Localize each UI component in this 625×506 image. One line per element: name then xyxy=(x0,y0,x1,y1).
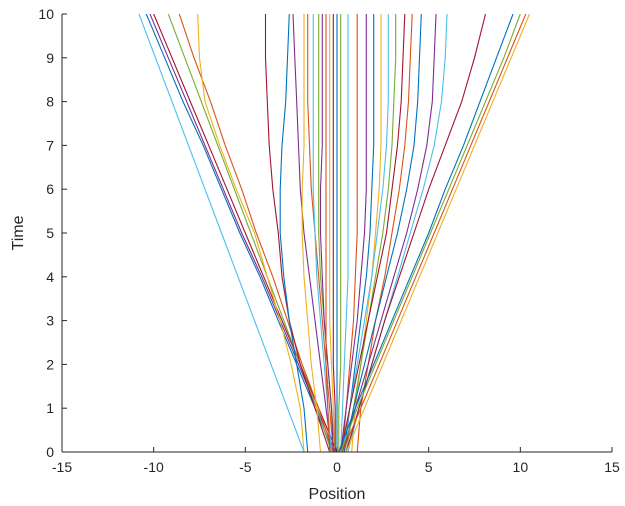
x-tick-label: -10 xyxy=(144,459,164,475)
y-tick-label: 3 xyxy=(46,313,54,329)
x-tick-label: 10 xyxy=(513,459,529,475)
trajectory-line-8 xyxy=(264,14,331,452)
y-tick-label: 8 xyxy=(46,94,54,110)
y-tick-label: 6 xyxy=(46,181,54,197)
y-tick-label: 5 xyxy=(46,225,54,241)
y-tick-label: 9 xyxy=(46,50,54,66)
trajectory-line-30 xyxy=(343,14,422,452)
trajectory-line-15 xyxy=(319,14,334,452)
trajectory-line-24 xyxy=(343,14,375,452)
axes-layer: -15 -10 -5 0 5 10 15 0 1 2 3 4 5 6 7 8 9 10 xyxy=(38,6,620,475)
x-tick-label: -15 xyxy=(52,459,72,475)
trajectory-line-7 xyxy=(197,14,305,452)
trajectory-line-34 xyxy=(338,14,514,452)
trajectory-line-16 xyxy=(325,14,331,452)
trajectory-line-5 xyxy=(167,14,333,452)
series-layer xyxy=(138,14,531,452)
trajectory-line-6 xyxy=(178,14,334,452)
x-tick-label: 0 xyxy=(333,459,341,475)
trajectory-line-10 xyxy=(292,14,333,452)
trajectory-line-37 xyxy=(345,14,531,452)
trajectory-line-21 xyxy=(340,14,349,452)
y-tick-label: 2 xyxy=(46,356,54,372)
y-tick-label: 4 xyxy=(46,269,54,285)
trajectory-line-26 xyxy=(341,14,389,452)
trajectory-line-27 xyxy=(345,14,397,452)
y-tick-label: 1 xyxy=(46,400,54,416)
x-tick-label: -5 xyxy=(239,459,252,475)
y-tick-label: 0 xyxy=(46,444,54,460)
trajectory-line-3 xyxy=(149,14,336,452)
trajectory-line-23 xyxy=(340,14,367,452)
trajectory-line-25 xyxy=(351,14,382,452)
trajectory-line-36 xyxy=(341,14,527,452)
trajectory-line-9 xyxy=(279,14,309,452)
x-axis-label: Position xyxy=(309,486,366,503)
trajectory-line-17 xyxy=(329,14,336,452)
trajectory-line-4 xyxy=(153,14,338,452)
x-tick-label: 5 xyxy=(425,459,433,475)
trajectory-line-18 xyxy=(332,14,336,452)
trajectory-line-11 xyxy=(301,14,322,452)
x-tick-label: 15 xyxy=(604,459,620,475)
trajectory-line-31 xyxy=(341,14,437,452)
trajectory-line-13 xyxy=(312,14,333,452)
y-tick-label: 10 xyxy=(38,6,54,22)
y-axis-label: Time xyxy=(10,215,27,250)
trajectory-line-2 xyxy=(145,14,334,452)
trajectory-line-33 xyxy=(345,14,487,452)
y-tick-label: 7 xyxy=(46,137,54,153)
trajectory-line-20 xyxy=(338,14,342,452)
trajectory-line-22 xyxy=(341,14,358,452)
trajectory-line-35 xyxy=(340,14,521,452)
trajectory-line-1 xyxy=(138,14,305,452)
trajectory-line-28 xyxy=(340,14,406,452)
trajectory-line-29 xyxy=(356,14,413,452)
